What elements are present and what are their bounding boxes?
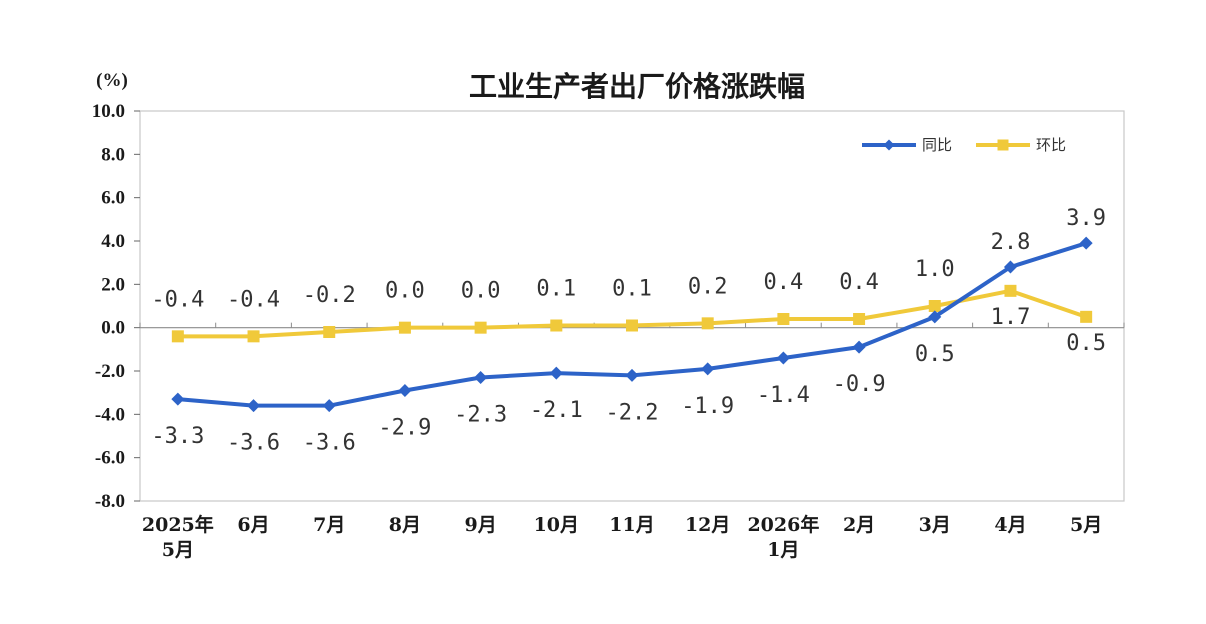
data-point: [928, 300, 941, 312]
data-point: [626, 319, 638, 332]
data-point: [247, 330, 260, 343]
x-tick-label: 10月: [534, 514, 579, 536]
data-label: 0.0: [461, 279, 501, 304]
data-label: 0.4: [839, 270, 879, 295]
data-point: [701, 362, 715, 376]
data-point: [398, 321, 411, 334]
data-label: 3.9: [1066, 206, 1106, 231]
x-tick-label: 4月: [994, 514, 1026, 536]
data-point: [777, 313, 790, 325]
data-point: [549, 366, 563, 380]
data-point: [398, 384, 412, 397]
x-tick-label: 5月: [162, 539, 194, 561]
y-tick-label: 6.0: [101, 188, 125, 209]
data-label: 0.2: [688, 274, 728, 299]
data-label: 2.8: [991, 230, 1031, 255]
data-point: [776, 351, 790, 365]
data-point: [550, 319, 563, 332]
data-label: -3.3: [151, 424, 204, 449]
y-tick-label: 8.0: [101, 144, 125, 165]
y-tick-label: 4.0: [101, 231, 125, 252]
data-label: -3.6: [303, 431, 356, 456]
data-label: 0.5: [915, 342, 955, 367]
y-tick-label: 2.0: [101, 274, 125, 295]
data-label: 0.1: [612, 277, 652, 302]
data-label: -3.6: [227, 431, 280, 456]
data-point: [701, 317, 714, 330]
data-point: [247, 399, 261, 413]
data-point: [171, 392, 185, 406]
data-label: -2.9: [378, 416, 431, 441]
data-label: -2.2: [606, 400, 659, 425]
legend-label: 环比: [1036, 136, 1066, 154]
x-tick-label: 9月: [464, 514, 496, 536]
y-tick-label: 10.0: [92, 101, 125, 122]
data-point: [852, 340, 866, 354]
x-tick-label: 8月: [389, 514, 421, 536]
data-point: [1004, 284, 1017, 297]
y-axis-unit: (%): [96, 70, 128, 91]
data-point: [1003, 260, 1017, 274]
data-label: 0.1: [536, 277, 576, 302]
x-tick-label: 2月: [843, 514, 875, 536]
data-point: [928, 310, 942, 324]
chart-title: 工业生产者出厂价格涨跌幅: [469, 70, 805, 103]
x-tick-label: 2026年: [747, 513, 819, 536]
data-label: -2.1: [530, 398, 583, 423]
legend-label: 同比: [922, 136, 952, 154]
x-tick-label: 7月: [313, 514, 345, 536]
data-label: 0.0: [385, 279, 425, 304]
data-labels: -0.4 -0.4 -0.2 0.0 0.0 0.1 0.1 0.2 0.4 0.4 1.0 1.7 0…: [151, 206, 1106, 455]
data-label: -0.9: [833, 372, 886, 397]
data-point: [1079, 236, 1093, 250]
data-point: [171, 330, 184, 343]
data-label: 0.4: [764, 270, 804, 295]
data-point: [1080, 310, 1093, 323]
legend: 同比 环比: [862, 136, 1066, 154]
data-label: 1.7: [991, 305, 1031, 330]
series-layer: [171, 236, 1093, 413]
data-point: [474, 321, 487, 334]
data-label: -2.3: [454, 403, 507, 428]
x-tick-label: 11月: [609, 514, 654, 536]
data-point: [322, 399, 336, 413]
y-tick-label: -4.0: [95, 404, 125, 425]
legend-marker: [997, 139, 1009, 151]
data-point: [474, 371, 488, 384]
data-label: -1.9: [681, 394, 734, 419]
x-tick-label: 2025年: [142, 513, 214, 536]
x-tick-label: 1月: [767, 539, 799, 561]
data-label: -0.2: [303, 283, 356, 308]
data-label: 0.5: [1066, 331, 1106, 356]
data-point: [323, 326, 336, 338]
data-label: 1.0: [915, 257, 955, 282]
x-tick-label: 6月: [237, 514, 269, 536]
y-tick-label: -2.0: [95, 361, 125, 382]
x-tick-label: 5月: [1070, 514, 1102, 536]
plot-frame: [139, 110, 1125, 502]
data-point: [625, 368, 639, 382]
data-label: -0.4: [227, 287, 280, 312]
x-tick-label: 12月: [685, 514, 730, 536]
legend-marker: [883, 139, 895, 151]
data-label: -1.4: [757, 383, 810, 408]
x-tick-label: 3月: [919, 514, 951, 536]
y-tick-label: 0.0: [101, 318, 125, 339]
y-tick-label: -8.0: [95, 491, 125, 512]
data-point: [853, 313, 866, 325]
x-axis: 2025年 5月 6月 7月 8月 9月 10月 11月 12月 2026年 1月 2月 3月 4月 5月: [142, 513, 1102, 561]
y-tick-label: -6.0: [95, 448, 125, 469]
data-label: -0.4: [151, 287, 204, 312]
